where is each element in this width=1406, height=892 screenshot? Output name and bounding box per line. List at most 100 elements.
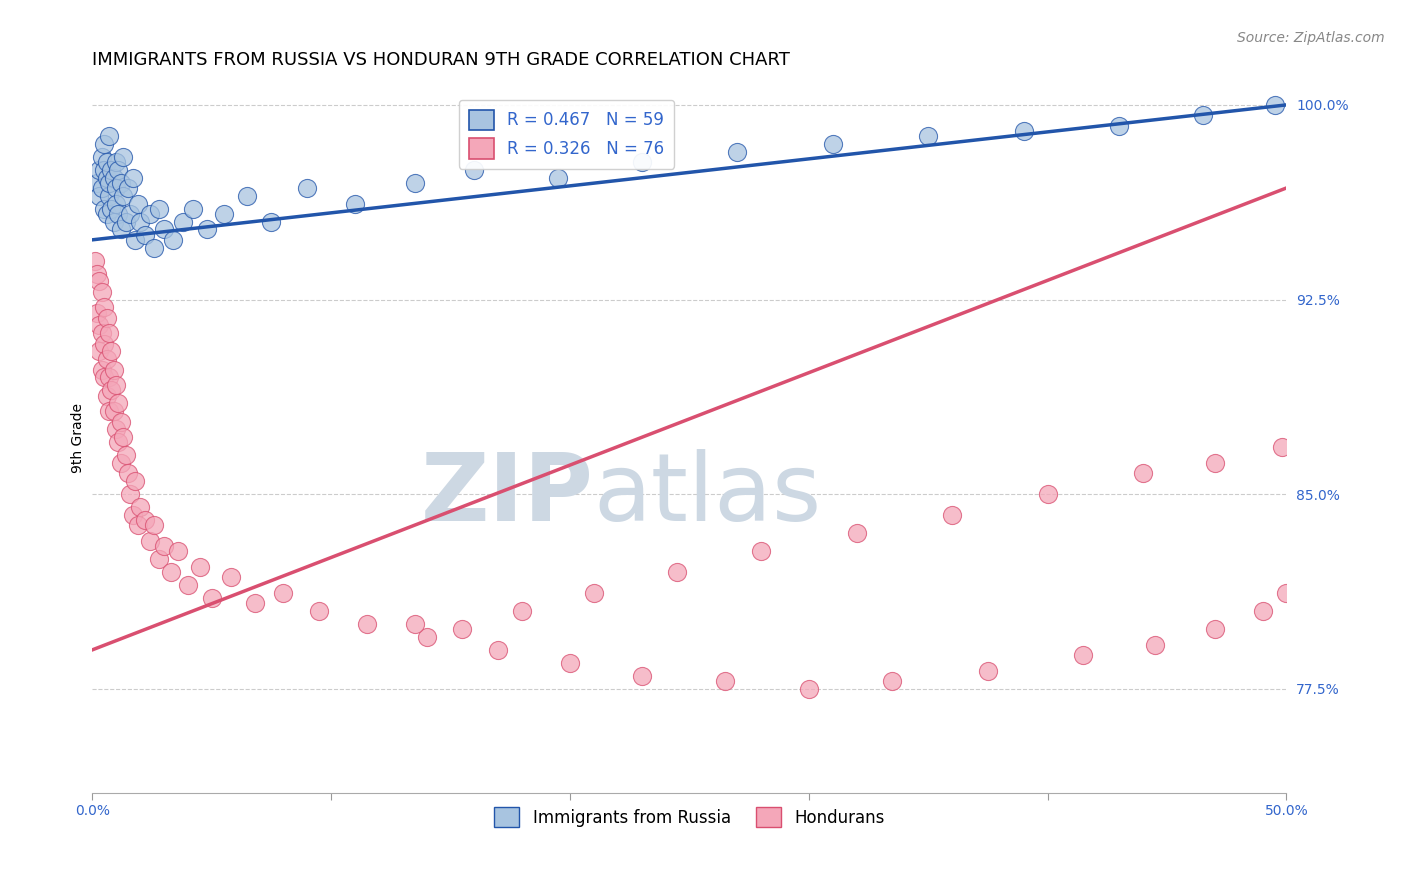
Point — [93, 202, 115, 216]
Point — [103, 404, 125, 418]
Point — [547, 170, 569, 185]
Point — [117, 181, 139, 195]
Point — [941, 508, 963, 522]
Point — [107, 162, 129, 177]
Point — [96, 155, 118, 169]
Point — [89, 318, 111, 333]
Point — [162, 233, 184, 247]
Point — [143, 518, 166, 533]
Point — [630, 669, 652, 683]
Point — [1204, 622, 1226, 636]
Point — [86, 176, 108, 190]
Point — [110, 176, 132, 190]
Point — [714, 674, 737, 689]
Point — [134, 227, 156, 242]
Point — [97, 370, 120, 384]
Legend: Immigrants from Russia, Hondurans: Immigrants from Russia, Hondurans — [488, 800, 891, 834]
Point — [93, 162, 115, 177]
Point — [138, 207, 160, 221]
Point — [243, 596, 266, 610]
Y-axis label: 9th Grade: 9th Grade — [72, 403, 86, 474]
Text: Source: ZipAtlas.com: Source: ZipAtlas.com — [1237, 31, 1385, 45]
Point — [404, 617, 426, 632]
Point — [93, 370, 115, 384]
Point — [120, 487, 142, 501]
Point — [1263, 98, 1285, 112]
Point — [93, 136, 115, 151]
Point — [295, 181, 318, 195]
Point — [110, 415, 132, 429]
Point — [89, 188, 111, 202]
Point — [121, 170, 143, 185]
Point — [1275, 586, 1298, 600]
Point — [1036, 487, 1059, 501]
Point — [96, 310, 118, 325]
Point — [1012, 124, 1035, 138]
Point — [1192, 108, 1215, 122]
Text: IMMIGRANTS FROM RUSSIA VS HONDURAN 9TH GRADE CORRELATION CHART: IMMIGRANTS FROM RUSSIA VS HONDURAN 9TH G… — [93, 51, 790, 69]
Text: atlas: atlas — [593, 449, 823, 541]
Point — [134, 513, 156, 527]
Point — [153, 222, 176, 236]
Point — [105, 422, 128, 436]
Point — [103, 362, 125, 376]
Point — [201, 591, 224, 605]
Point — [129, 215, 152, 229]
Point — [97, 404, 120, 418]
Point — [117, 467, 139, 481]
Point — [97, 176, 120, 190]
Point — [1204, 456, 1226, 470]
Point — [415, 630, 437, 644]
Point — [271, 586, 294, 600]
Point — [105, 181, 128, 195]
Point — [120, 207, 142, 221]
Point — [114, 448, 136, 462]
Point — [1271, 441, 1294, 455]
Point — [343, 196, 366, 211]
Point — [917, 129, 939, 144]
Point — [977, 664, 1000, 678]
Point — [89, 274, 111, 288]
Point — [93, 301, 115, 315]
Point — [219, 570, 242, 584]
Point — [103, 215, 125, 229]
Point — [107, 435, 129, 450]
Point — [845, 526, 868, 541]
Point — [100, 202, 122, 216]
Point — [90, 326, 112, 341]
Point — [127, 518, 149, 533]
Point — [148, 552, 170, 566]
Point — [124, 233, 146, 247]
Point — [83, 253, 105, 268]
Point — [160, 565, 183, 579]
Point — [666, 565, 689, 579]
Point — [96, 388, 118, 402]
Point — [114, 215, 136, 229]
Point — [725, 145, 748, 159]
Point — [181, 202, 204, 216]
Point — [127, 196, 149, 211]
Point — [153, 539, 176, 553]
Point — [749, 544, 772, 558]
Point — [112, 188, 135, 202]
Point — [124, 474, 146, 488]
Point — [100, 162, 122, 177]
Point — [97, 188, 120, 202]
Point — [236, 188, 259, 202]
Point — [103, 170, 125, 185]
Point — [90, 362, 112, 376]
Point — [451, 622, 474, 636]
Point — [486, 643, 509, 657]
Point — [105, 155, 128, 169]
Point — [148, 202, 170, 216]
Point — [129, 500, 152, 515]
Point — [90, 181, 112, 195]
Point — [96, 170, 118, 185]
Point — [1251, 604, 1274, 618]
Point — [86, 305, 108, 319]
Point — [97, 129, 120, 144]
Point — [356, 617, 378, 632]
Point — [195, 222, 218, 236]
Point — [90, 285, 112, 299]
Point — [96, 352, 118, 367]
